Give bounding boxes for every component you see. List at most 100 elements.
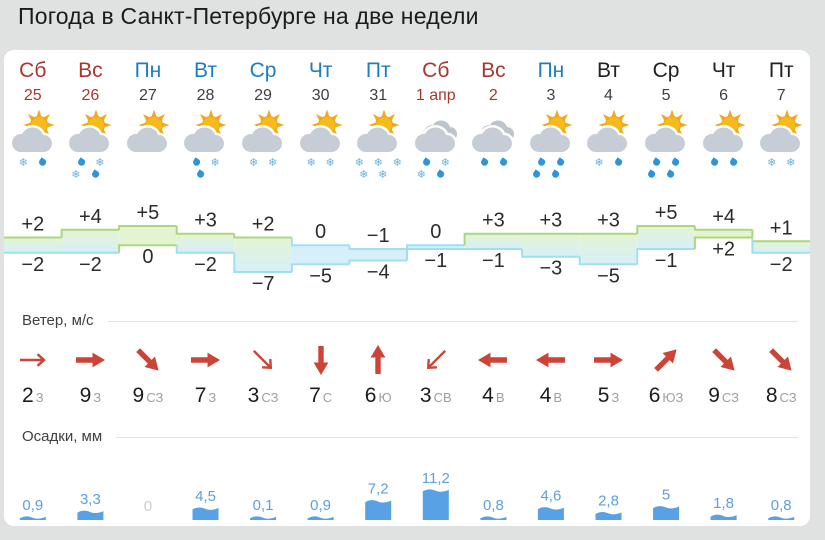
- day-name-10[interactable]: Пн: [537, 59, 565, 82]
- day-date-8[interactable]: 1 апр: [415, 87, 456, 104]
- temp-min-label: +2: [712, 239, 735, 261]
- day-date-7: 31: [369, 87, 388, 104]
- cloud-icon: [645, 127, 686, 152]
- weather-icon-cell-8: ❄ ❄: [407, 110, 465, 196]
- day-name-9[interactable]: Вс: [481, 59, 506, 82]
- precipitation-chart: 0,9 3,3 0 4,5 0,1 0,9 7,2 11,2 0,8 4,6 2,8 5 1,8 0,8: [19, 470, 795, 520]
- wind-arrow-cell-13: [695, 340, 753, 380]
- day-date-13: 6: [719, 87, 729, 104]
- weather-icon: [66, 110, 112, 155]
- temp-max-label: +3: [597, 210, 620, 232]
- wind-arrow-icon: [19, 353, 46, 367]
- day-name-8[interactable]: Сб: [422, 59, 450, 82]
- temp-max-label: +5: [655, 202, 678, 224]
- sun-ray-icon: [603, 114, 610, 121]
- cloud-icon: [126, 127, 167, 152]
- sun-ray-icon: [200, 114, 207, 121]
- cloud-icon: [242, 127, 283, 152]
- day-name-1[interactable]: Сб: [19, 59, 47, 82]
- weather-icon-cell-3: [119, 110, 177, 196]
- wind-speed: 9: [79, 384, 92, 407]
- wind-arrow-icon: [253, 349, 273, 370]
- snowflake-icon: ❄: [267, 156, 278, 169]
- day-name-2[interactable]: Вс: [78, 59, 103, 82]
- sun-ray-icon: [561, 114, 568, 121]
- sun-ray-icon: [105, 122, 112, 128]
- day-name-4[interactable]: Вт: [194, 59, 217, 82]
- day-date-12: 5: [661, 87, 671, 104]
- sun-ray-icon: [373, 114, 380, 121]
- wind-speed: 3: [419, 384, 432, 407]
- wind-arrow-icon: [711, 348, 735, 371]
- wind-arrow-icon: [654, 349, 677, 372]
- weather-icon: [9, 110, 55, 155]
- sun-ray-icon: [220, 122, 227, 128]
- day-name-6[interactable]: Чт: [308, 59, 333, 82]
- sun-ray-icon: [266, 110, 272, 117]
- snowflake-icon: ❄: [18, 156, 28, 169]
- raindrop-icon: [421, 157, 431, 168]
- sun-ray-icon: [795, 122, 803, 128]
- sun-ray-icon: [676, 114, 684, 121]
- wind-arrow-icon: [76, 352, 106, 368]
- precipitation-bar: [77, 510, 104, 520]
- wind-direction: З: [611, 390, 620, 405]
- sun-ray-icon: [392, 122, 400, 128]
- wind-direction: ЮЗ: [662, 390, 684, 405]
- sun-ray-icon: [162, 122, 170, 128]
- raindrop-icon: [531, 169, 541, 180]
- sun-ray-icon: [718, 114, 726, 121]
- weather-icon: [642, 110, 688, 155]
- cloud-icon: [69, 127, 110, 152]
- snowflake-icon: ❄: [248, 156, 259, 169]
- sun-ray-icon: [158, 114, 165, 121]
- cloud-icon: [587, 127, 628, 152]
- wind-value-3: 9 СЗ: [119, 384, 177, 410]
- wind-arrow-cell-5: [234, 340, 292, 380]
- snowflake-icon: ❄: [306, 156, 316, 169]
- weather-icon: [757, 110, 803, 155]
- sun-ray-icon: [258, 114, 265, 121]
- sun-ray-icon: [324, 110, 329, 117]
- sun-ray-icon: [618, 114, 626, 121]
- day-date-2[interactable]: 26: [81, 87, 100, 104]
- raindrop-icon: [76, 157, 86, 168]
- day-date-9[interactable]: 2: [488, 87, 498, 104]
- precipitation-value: 0,1: [253, 497, 274, 514]
- precipitation-bar: [422, 489, 449, 520]
- sun-ray-icon: [565, 122, 573, 128]
- cloud-icon: [529, 127, 570, 152]
- wind-arrow-icon: [594, 352, 624, 368]
- day-name-11: Вт: [597, 59, 620, 82]
- page-title: Погода в Санкт-Петербурге на две недели: [18, 3, 479, 29]
- day-date-1[interactable]: 25: [23, 87, 42, 104]
- weather-icon-cell-13: [695, 110, 753, 196]
- wind-speed: 9: [708, 384, 720, 407]
- sun-ray-icon: [43, 114, 50, 121]
- temp-max-label: +2: [21, 214, 44, 236]
- cloud-icon: [760, 127, 801, 152]
- wind-speed: 6: [364, 384, 377, 407]
- day-date-11: 4: [604, 87, 613, 104]
- temp-max-label: +2: [252, 214, 275, 236]
- weather-icon: [700, 110, 746, 155]
- snowflake-icon: ❄: [354, 156, 364, 169]
- day-name-13: Чт: [711, 59, 736, 82]
- day-name-3[interactable]: Пн: [134, 59, 162, 82]
- wind-speed: 5: [597, 384, 610, 407]
- day-name-5[interactable]: Ср: [249, 59, 277, 82]
- weather-icon: [239, 110, 285, 155]
- raindrop-icon: [647, 169, 657, 180]
- cloud-icon: [472, 127, 513, 152]
- raindrop-icon: [550, 169, 560, 180]
- weather-icon: [527, 110, 573, 155]
- temp-min-label: −1: [424, 250, 447, 272]
- wind-arrow-icon: [426, 349, 446, 370]
- sun-ray-icon: [776, 114, 783, 121]
- sun-ray-icon: [791, 114, 799, 121]
- day-name-7[interactable]: Пт: [365, 59, 391, 82]
- sun-ray-icon: [784, 110, 790, 117]
